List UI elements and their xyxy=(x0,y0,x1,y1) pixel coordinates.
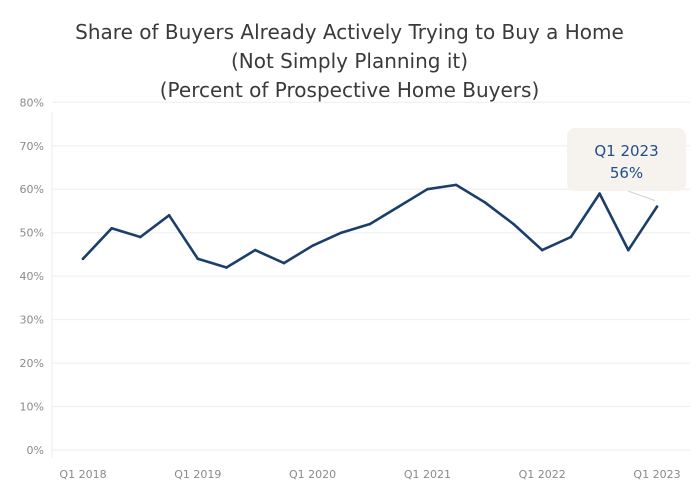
y-tick-label: 40% xyxy=(20,270,44,283)
x-tick-label: Q1 2023 xyxy=(633,468,680,481)
data-point xyxy=(368,222,372,226)
data-point xyxy=(426,187,429,191)
series-line xyxy=(81,183,659,269)
x-tick-label: Q1 2018 xyxy=(59,468,106,481)
value-callout: Q1 2023 56% xyxy=(567,128,686,191)
y-tick-label: 20% xyxy=(20,357,44,370)
data-point xyxy=(282,261,286,265)
chart-title: Share of Buyers Already Actively Trying … xyxy=(0,18,699,105)
x-tick-label: Q1 2020 xyxy=(289,468,336,481)
data-point xyxy=(196,257,200,261)
data-point xyxy=(311,244,314,248)
data-point xyxy=(139,235,142,239)
callout-period: Q1 2023 xyxy=(594,142,659,160)
data-point xyxy=(81,257,85,261)
y-tick-label: 50% xyxy=(20,227,44,240)
data-point xyxy=(454,183,458,187)
data-point xyxy=(569,235,573,239)
data-point xyxy=(253,248,257,252)
title-line-1: Share of Buyers Already Actively Trying … xyxy=(75,20,624,44)
y-tick-label: 60% xyxy=(20,183,44,196)
title-line-3: (Percent of Prospective Home Buyers) xyxy=(159,78,540,102)
callout-value: 56% xyxy=(609,164,644,182)
y-tick-label: 10% xyxy=(20,401,44,414)
x-tick-label: Q1 2019 xyxy=(174,468,221,481)
x-tick-label: Q1 2021 xyxy=(404,468,451,481)
data-point xyxy=(397,205,401,208)
y-tick-label: 80% xyxy=(20,96,44,109)
data-point xyxy=(483,200,487,204)
data-point xyxy=(110,227,113,230)
data-point xyxy=(655,205,659,208)
title-line-2: (Not Simply Planning it) xyxy=(230,49,469,73)
data-point xyxy=(512,222,515,226)
data-point xyxy=(167,214,171,217)
x-tick-label: Q1 2022 xyxy=(519,468,566,481)
data-point xyxy=(627,248,630,252)
y-tick-label: 70% xyxy=(20,140,44,153)
callout-leader-line xyxy=(627,190,656,202)
y-tick-label: 0% xyxy=(27,444,44,457)
data-point xyxy=(225,266,228,269)
data-point xyxy=(340,231,343,234)
y-tick-label: 30% xyxy=(20,314,44,327)
data-point xyxy=(540,248,544,252)
data-point xyxy=(598,192,601,195)
